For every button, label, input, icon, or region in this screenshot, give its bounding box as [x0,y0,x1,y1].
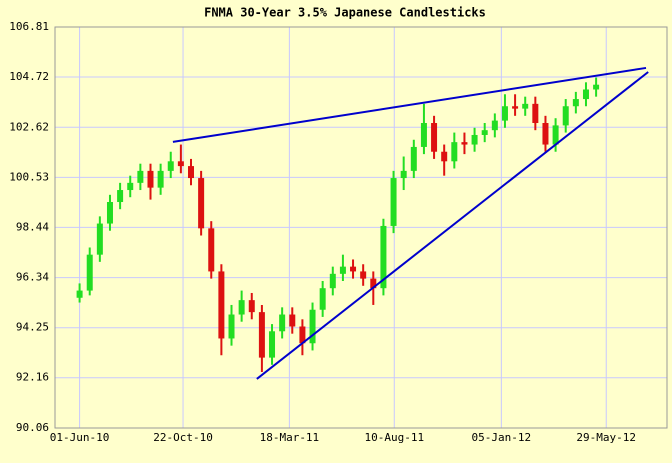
candle-body [208,228,215,272]
candle-body [572,99,579,107]
candle-body [117,190,124,203]
candle-body [471,134,478,145]
candle-body [137,170,144,183]
candle-body [218,271,225,339]
candle-body [76,290,83,298]
candle-body [562,106,569,126]
plot-frame [54,26,668,429]
candle-body [501,106,508,121]
y-tick-label: 92.16 [16,371,49,384]
candle-body [127,182,134,191]
x-tick-label: 18-Mar-11 [260,431,320,444]
candle-body [86,254,93,291]
candle-body [106,202,113,224]
candle-body [177,161,184,167]
candle-body [96,223,103,255]
candle-body [269,331,276,358]
y-tick-label: 106.81 [9,20,49,33]
candle-body [289,314,296,327]
candle-body [441,151,448,162]
candle-body [400,170,407,179]
candle-body [329,273,336,289]
candle-body [188,166,194,179]
candle-body [350,266,357,272]
candle-body [238,300,245,315]
candle-body [532,103,539,124]
y-tick-label: 98.44 [16,220,49,233]
candle-body [380,225,387,289]
chart-title: FNMA 30-Year 3.5% Japanese Candlesticks [204,6,486,20]
candle-body [309,309,316,344]
candle-body [481,130,488,135]
y-tick-label: 96.34 [16,271,49,284]
candle-body [339,266,346,274]
candle-body [299,326,306,344]
y-tick-label: 100.53 [9,170,49,183]
x-tick-label: 22-Oct-10 [153,431,213,444]
candle-body [420,123,427,147]
candle-body [593,84,600,90]
x-tick-label: 29-May-12 [576,431,636,444]
candle-body [198,178,205,229]
candle-body [147,170,154,188]
y-tick-label: 94.25 [16,321,49,334]
candle-body [279,314,286,332]
marks [76,66,649,380]
candle-body [431,123,438,152]
x-tick-label: 05-Jan-12 [472,431,532,444]
candle-body [258,312,265,358]
candle-body [319,288,326,310]
candle-body [157,170,164,188]
trend-line [172,66,647,143]
candle-body [228,314,235,339]
candle-body [248,300,255,313]
candle-body [491,120,498,131]
candle-body [451,142,458,162]
candle-body [542,123,549,145]
x-tick-label: 01-Jun-10 [50,431,110,444]
candle-body [512,106,519,109]
candle-body [582,89,589,100]
candle-body [390,178,397,226]
candle-body [360,271,367,279]
candle-body [461,142,468,145]
y-tick-label: 102.62 [9,120,49,133]
candle-body [552,125,559,145]
x-tick-label: 10-Aug-11 [364,431,424,444]
candle-body [167,161,174,171]
y-tick-label: 90.06 [16,421,49,434]
y-tick-label: 104.72 [9,70,49,83]
candle-body [370,278,377,289]
candle-body [410,146,417,171]
trend-line [256,71,649,380]
candle-body [522,103,529,109]
